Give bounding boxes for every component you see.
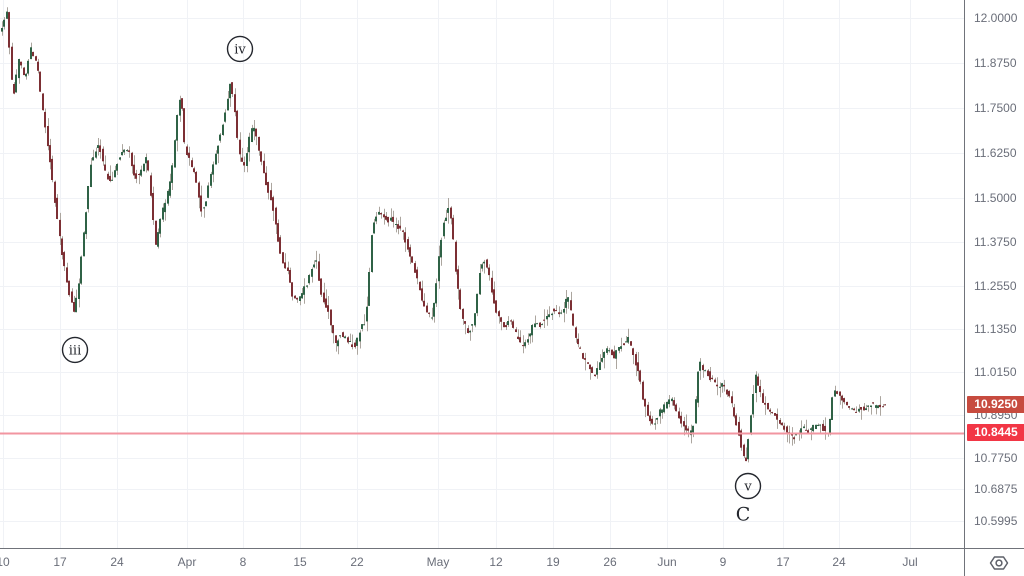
price-axis-label: 10.7750	[974, 451, 1018, 465]
time-axis-label: 10	[0, 555, 10, 569]
price-axis[interactable]: 12.0000 11.8750 11.7500 11.6250 11.5000 11.37…	[964, 0, 1024, 548]
time-axis-label: 17	[53, 555, 67, 569]
price-axis-label: 11.2550	[974, 279, 1017, 293]
chart-pane[interactable]: iii iv v C	[0, 0, 964, 548]
time-axis-label: Apr	[177, 555, 197, 569]
time-axis[interactable]: 10 17 24 Apr 8 15 22 May 12 19 26 Jun 9 17 24 Jul	[0, 548, 1024, 576]
time-axis-label: Jul	[902, 555, 918, 569]
time-axis-label: 24	[832, 555, 846, 569]
time-axis-label: 24	[110, 555, 124, 569]
price-axis-label: 11.6250	[974, 146, 1017, 160]
svg-text:iv: iv	[234, 42, 246, 57]
candles-layer	[1, 7, 886, 463]
price-axis-label: 12.0000	[974, 11, 1018, 25]
time-axis-label: 26	[603, 555, 617, 569]
time-axis-label: 17	[776, 555, 790, 569]
price-axis-label: 11.8750	[974, 56, 1017, 70]
gridlines	[0, 0, 964, 548]
price-axis-label: 11.7500	[974, 101, 1017, 115]
candlestick-chart[interactable]: iii iv vC	[0, 0, 964, 548]
time-axis-label: 8	[239, 555, 247, 569]
price-axis-label: 10.5995	[974, 514, 1018, 528]
time-axis-label: 19	[546, 555, 560, 569]
svg-text:v: v	[743, 480, 752, 495]
svg-text:C: C	[736, 504, 751, 526]
time-axis-label: 9	[719, 555, 727, 569]
time-axis-label: 12	[489, 555, 503, 569]
price-scale-settings-icon[interactable]	[989, 555, 1009, 571]
price-axis-label: 11.5000	[974, 191, 1017, 205]
price-scale-settings-cell[interactable]	[964, 548, 1024, 576]
alert-line-price-label: 10.8445	[967, 424, 1024, 441]
price-axis-label: 11.1350	[974, 322, 1017, 336]
time-axis-label: May	[426, 555, 450, 569]
elliott-wave-labels[interactable]: iii iv vC	[61, 35, 762, 526]
time-axis-label: 22	[350, 555, 364, 569]
last-price-label: 10.9250	[967, 396, 1024, 413]
price-axis-label: 11.3750	[974, 235, 1017, 249]
price-axis-label: 11.0150	[974, 365, 1017, 379]
time-axis-label: Jun	[657, 555, 677, 569]
svg-text:iii: iii	[69, 343, 81, 358]
time-axis-label: 15	[293, 555, 307, 569]
price-axis-label: 10.6875	[974, 482, 1018, 496]
